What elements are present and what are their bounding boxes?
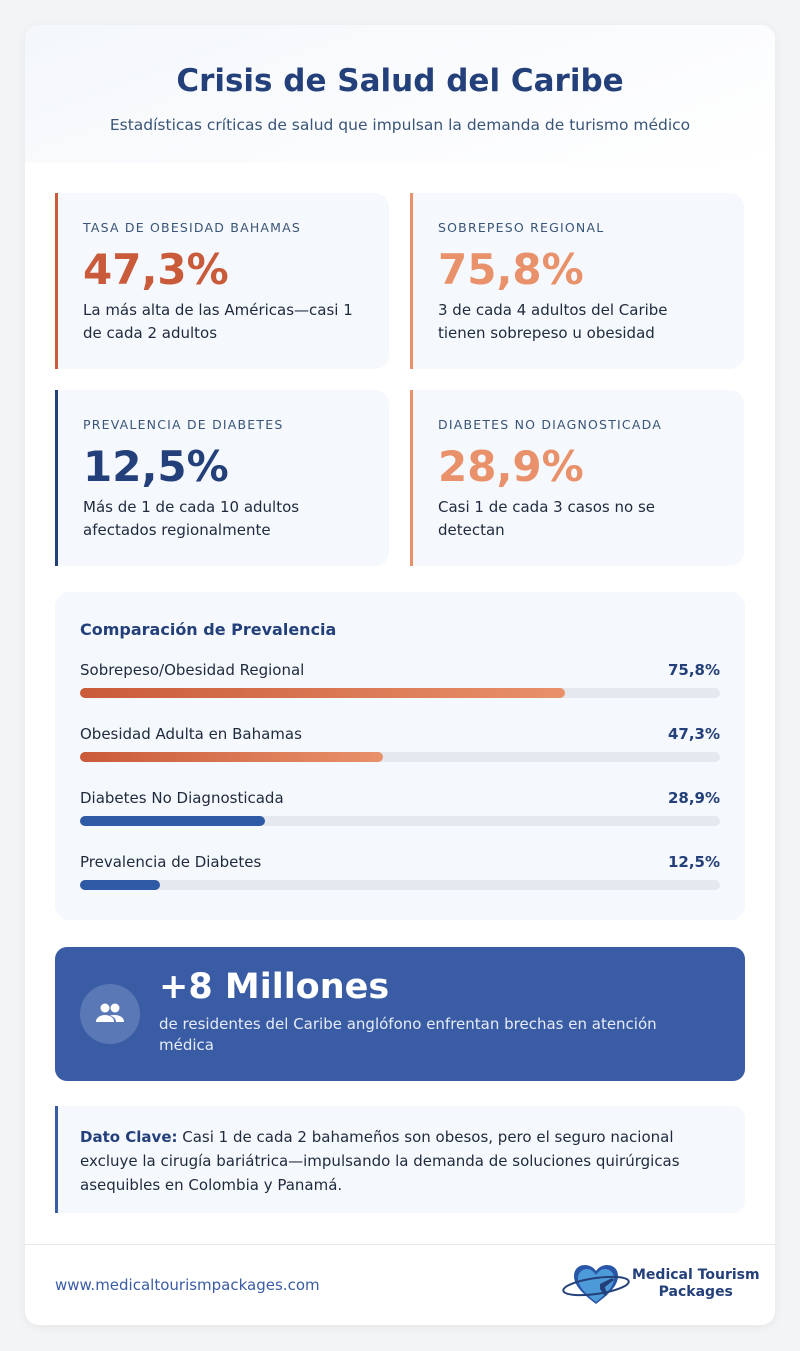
population-desc: de residentes del Caribe anglófono enfre… — [159, 1015, 657, 1054]
progress-track — [80, 880, 720, 890]
page-subtitle: Estadísticas críticas de salud que impul… — [109, 116, 691, 134]
progress-track — [80, 688, 720, 698]
stat-card-obesity-bahamas: TASA DE OBESIDAD BAHAMAS 47,3% La más al… — [55, 193, 389, 369]
progress-track — [80, 752, 720, 762]
stat-label: SOBREPESO REGIONAL — [438, 220, 605, 235]
progress-fill — [80, 816, 265, 826]
stat-desc: Casi 1 de cada 3 casos no se detectan — [438, 498, 655, 539]
comparison-name: Sobrepeso/Obesidad Regional — [80, 661, 305, 679]
stat-label: DIABETES NO DIAGNOSTICADA — [438, 417, 662, 432]
key-fact: Dato Clave: Casi 1 de cada 2 bahameños s… — [55, 1106, 745, 1213]
heart-plane-logo-icon — [562, 1265, 630, 1304]
comparison-panel: Comparación de Prevalencia Sobrepeso/Obe… — [55, 592, 745, 920]
comparison-name: Prevalencia de Diabetes — [80, 853, 262, 871]
progress-fill — [80, 880, 160, 890]
progress-fill — [80, 752, 383, 762]
stat-desc: Más de 1 de cada 10 adultos afectados re… — [83, 498, 300, 539]
stat-value: 75,8% — [438, 245, 584, 294]
header: Crisis de Salud del Caribe Estadísticas … — [25, 25, 775, 163]
logo-text-line1: Medical Tourism — [632, 1267, 760, 1283]
comparison-name: Obesidad Adulta en Bahamas — [80, 725, 302, 743]
comparison-percent: 12,5% — [667, 853, 720, 871]
brand-logo: Medical Tourism Packages — [560, 1262, 760, 1312]
comparison-percent: 47,3% — [667, 725, 720, 743]
stat-value: 12,5% — [83, 442, 229, 491]
key-fact-text: Casi 1 de cada 2 bahameños son obesos, p… — [80, 1128, 680, 1194]
stat-label: PREVALENCIA DE DIABETES — [83, 417, 284, 432]
stat-desc: 3 de cada 4 adultos del Caribe tienen so… — [438, 301, 668, 342]
comparison-title: Comparación de Prevalencia — [80, 620, 337, 639]
stat-value: 28,9% — [438, 442, 584, 491]
key-fact-label: Dato Clave: — [80, 1128, 178, 1146]
stat-card-undiagnosed-diabetes: DIABETES NO DIAGNOSTICADA 28,9% Casi 1 d… — [410, 390, 744, 566]
comparison-name: Diabetes No Diagnosticada — [80, 789, 284, 807]
logo-text-line2: Packages — [658, 1284, 733, 1300]
stat-value: 47,3% — [83, 245, 229, 294]
comparison-percent: 75,8% — [667, 661, 720, 679]
page-title: Crisis de Salud del Caribe — [176, 63, 624, 99]
stat-card-diabetes: PREVALENCIA DE DIABETES 12,5% Más de 1 d… — [55, 390, 389, 566]
people-icon — [80, 984, 140, 1044]
progress-track — [80, 816, 720, 826]
progress-fill — [80, 688, 566, 698]
infographic-card: Crisis de Salud del Caribe Estadísticas … — [25, 25, 775, 1325]
stat-label: TASA DE OBESIDAD BAHAMAS — [83, 220, 302, 235]
population-banner: +8 Millones de residentes del Caribe ang… — [55, 947, 745, 1081]
comparison-percent: 28,9% — [667, 789, 720, 807]
stat-card-regional-overweight: SOBREPESO REGIONAL 75,8% 3 de cada 4 adu… — [410, 193, 744, 369]
stat-desc: La más alta de las Américas—casi 1 de ca… — [83, 301, 353, 342]
footer-divider — [25, 1244, 775, 1245]
website-link[interactable]: www.medicaltourismpackages.com — [55, 1276, 320, 1294]
population-value: +8 Millones — [159, 967, 390, 1007]
